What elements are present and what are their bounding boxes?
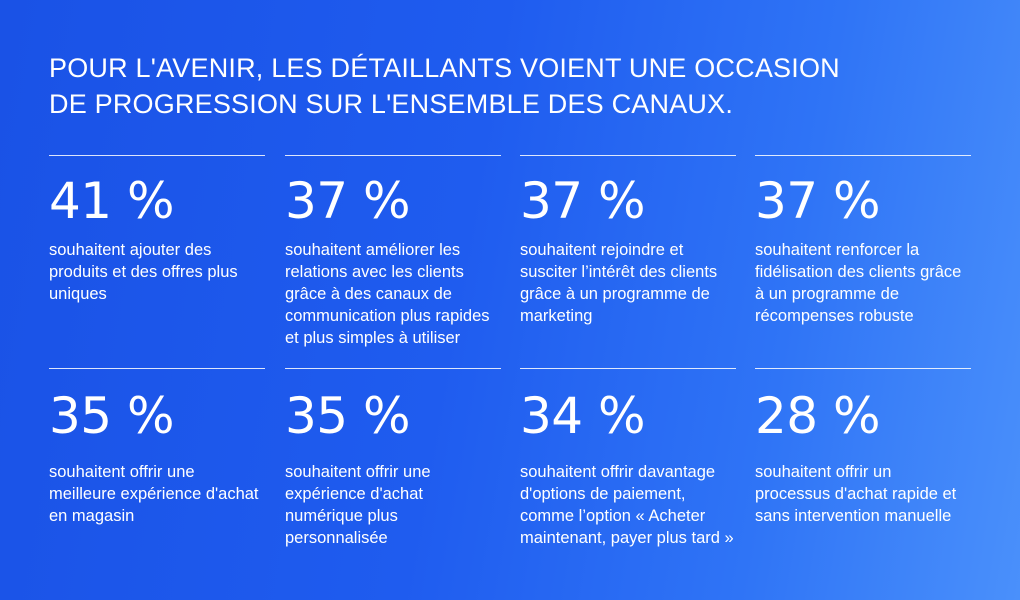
stat-value: 35 % xyxy=(49,387,175,445)
stat-value: 35 % xyxy=(285,387,411,445)
stat-card-add-unique-products: 41 % souhaitent ajouter des produits et … xyxy=(49,155,265,305)
stat-value: 37 % xyxy=(755,172,881,230)
stat-value: 37 % xyxy=(285,172,411,230)
page-title-line-2: DE PROGRESSION SUR L'ENSEMBLE DES CANAUX… xyxy=(49,89,734,119)
stat-description: souhaitent offrir un processus d'achat r… xyxy=(755,463,957,525)
page-title-line-1: POUR L'AVENIR, LES DÉTAILLANTS VOIENT UN… xyxy=(49,53,840,83)
stat-card-improve-communication: 37 % souhaitent améliorer les relations … xyxy=(285,155,501,349)
stat-description: souhaitent améliorer les relations avec … xyxy=(285,241,490,347)
stat-value: 34 % xyxy=(520,387,646,445)
stat-card-loyalty-program: 37 % souhaitent renforcer la fidélisatio… xyxy=(755,155,971,327)
stat-description: souhaitent offrir une expérience d'achat… xyxy=(285,463,431,547)
stat-card-fast-checkout: 28 % souhaitent offrir un processus d'ac… xyxy=(755,368,971,527)
stat-value: 41 % xyxy=(49,172,175,230)
stat-value: 28 % xyxy=(755,387,881,445)
stat-description: souhaitent offrir davantage d'options de… xyxy=(520,463,734,547)
stat-card-digital-experience: 35 % souhaitent offrir une expérience d'… xyxy=(285,368,501,549)
stat-card-in-store-experience: 35 % souhaitent offrir une meilleure exp… xyxy=(49,368,265,527)
stats-grid: 41 % souhaitent ajouter des produits et … xyxy=(49,155,971,575)
stat-card-payment-options: 34 % souhaitent offrir davantage d'optio… xyxy=(520,368,736,549)
page-title: POUR L'AVENIR, LES DÉTAILLANTS VOIENT UN… xyxy=(49,50,949,122)
stat-description: souhaitent ajouter des produits et des o… xyxy=(49,241,238,303)
stat-description: souhaitent rejoindre et susciter l’intér… xyxy=(520,241,718,325)
stat-description: souhaitent offrir une meilleure expérien… xyxy=(49,463,259,525)
stat-card-marketing-program: 37 % souhaitent rejoindre et susciter l’… xyxy=(520,155,736,327)
stat-description: souhaitent renforcer la fidélisation des… xyxy=(755,241,962,325)
stat-value: 37 % xyxy=(520,172,646,230)
